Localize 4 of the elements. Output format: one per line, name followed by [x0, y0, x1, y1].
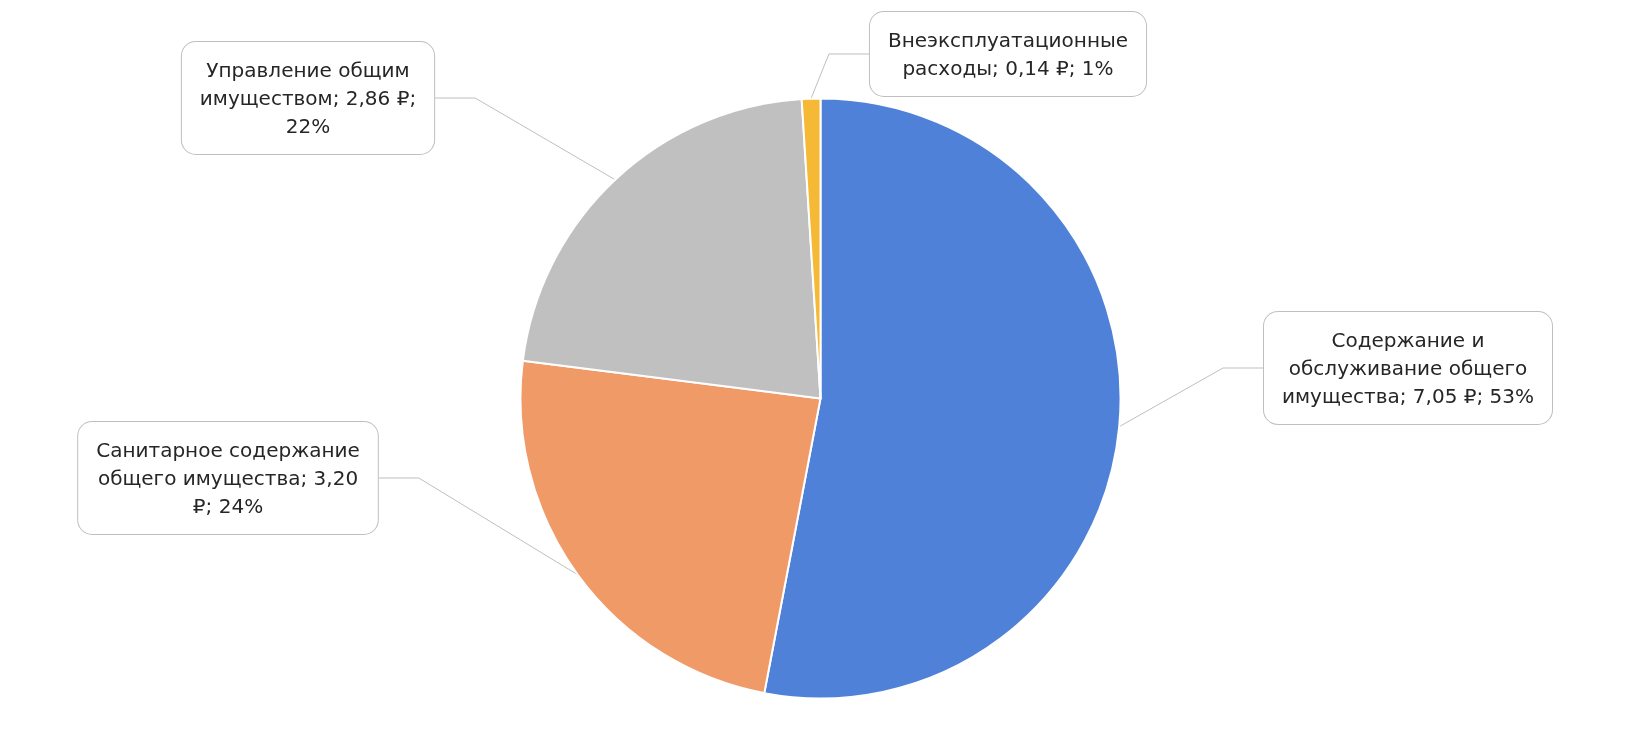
- slice-label: Санитарное содержание общего имущества; 3,20 ₽; 24%: [96, 438, 360, 518]
- slice-label: Содержание и обслуживание общего имущества; 7,05 ₽; 53%: [1281, 328, 1535, 408]
- slice-label: Управление общим имуществом; 2,86 ₽; 22%: [199, 58, 417, 138]
- slice-label: Внеэксплуатационные расходы; 0,14 ₽; 1%: [887, 28, 1129, 80]
